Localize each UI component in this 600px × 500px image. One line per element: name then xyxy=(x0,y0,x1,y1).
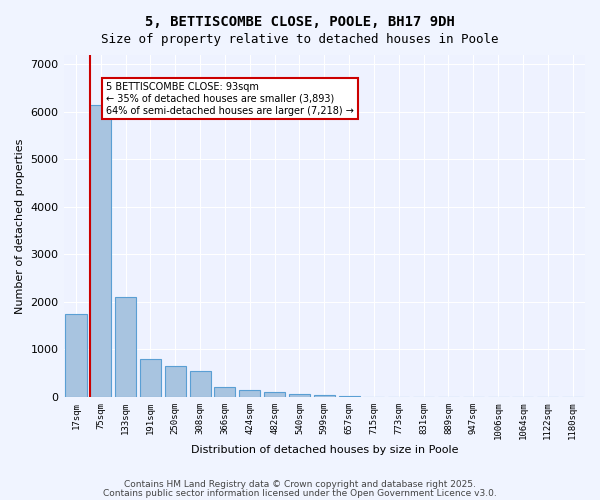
Text: Size of property relative to detached houses in Poole: Size of property relative to detached ho… xyxy=(101,32,499,46)
Bar xyxy=(115,297,136,397)
Bar xyxy=(65,314,86,397)
X-axis label: Distribution of detached houses by size in Poole: Distribution of detached houses by size … xyxy=(191,445,458,455)
Text: 5, BETTISCOMBE CLOSE, POOLE, BH17 9DH: 5, BETTISCOMBE CLOSE, POOLE, BH17 9DH xyxy=(145,15,455,29)
Text: Contains HM Land Registry data © Crown copyright and database right 2025.: Contains HM Land Registry data © Crown c… xyxy=(124,480,476,489)
Bar xyxy=(190,371,211,397)
Bar xyxy=(264,392,285,397)
Text: 5 BETTISCOMBE CLOSE: 93sqm
← 35% of detached houses are smaller (3,893)
64% of s: 5 BETTISCOMBE CLOSE: 93sqm ← 35% of deta… xyxy=(106,82,353,116)
Bar xyxy=(239,390,260,397)
Bar xyxy=(90,105,112,397)
Text: Contains public sector information licensed under the Open Government Licence v3: Contains public sector information licen… xyxy=(103,488,497,498)
Bar xyxy=(314,395,335,397)
Bar xyxy=(338,396,359,397)
Bar xyxy=(140,359,161,397)
Bar xyxy=(165,366,186,397)
Y-axis label: Number of detached properties: Number of detached properties xyxy=(15,138,25,314)
Bar xyxy=(289,394,310,397)
Bar xyxy=(214,388,235,397)
